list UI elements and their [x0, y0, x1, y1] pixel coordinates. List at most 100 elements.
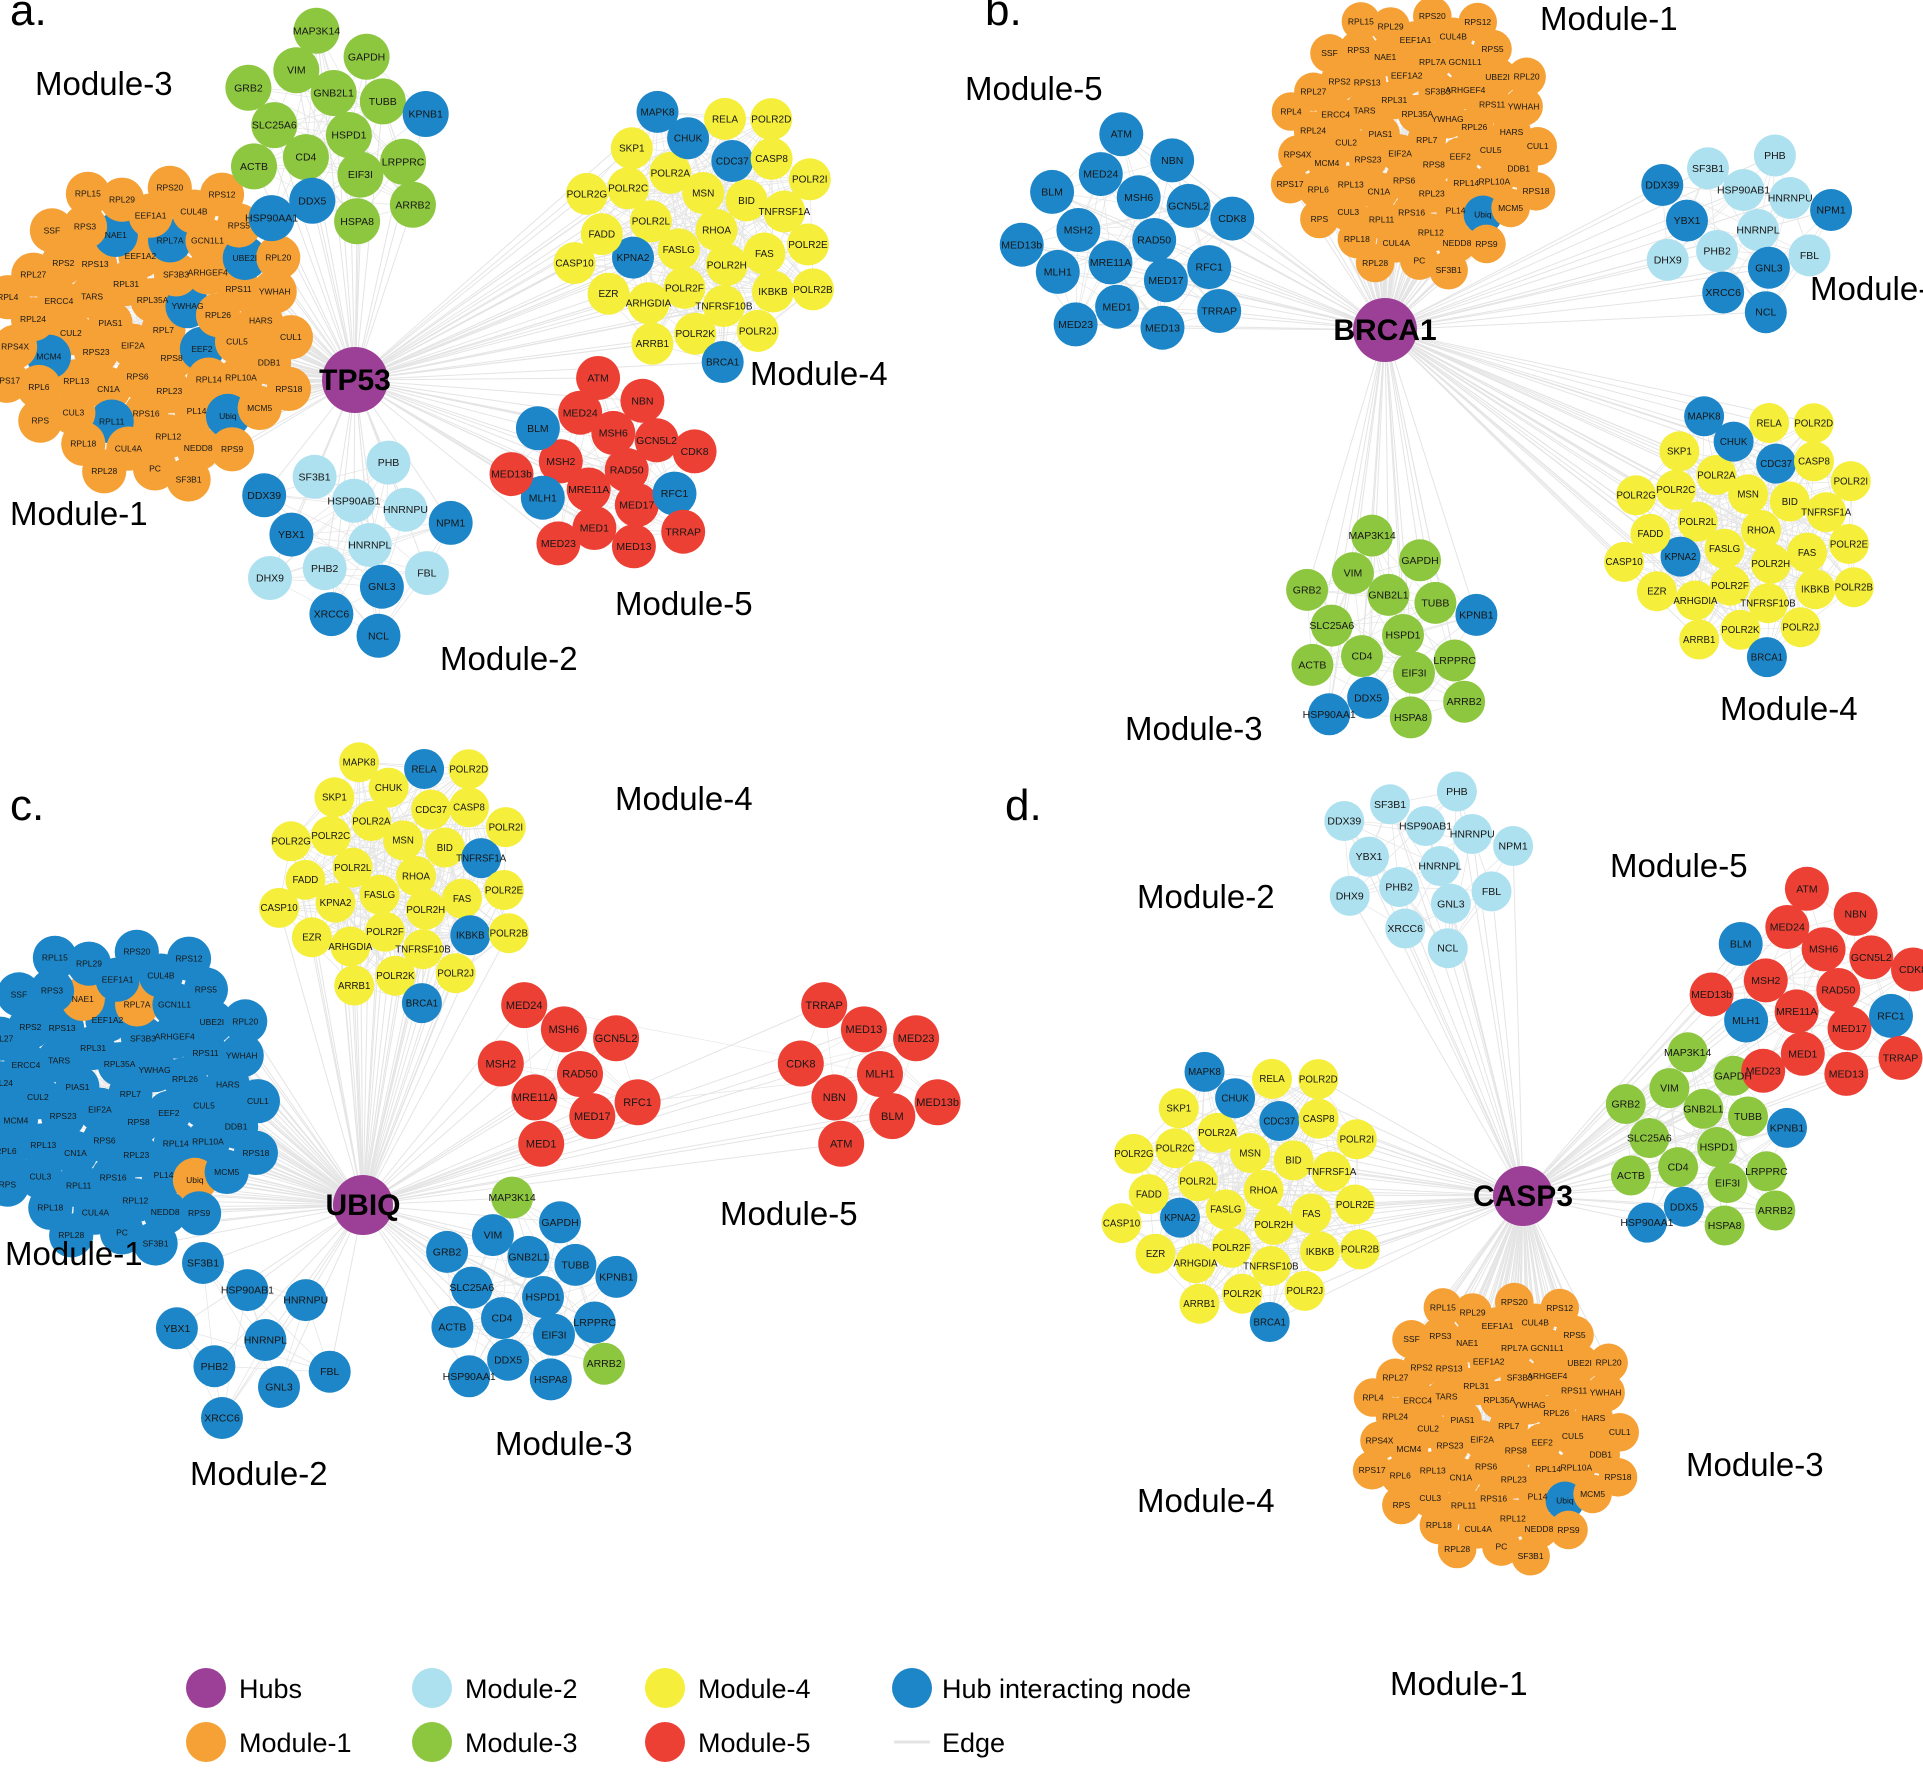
svg-text:RPL7: RPL7	[153, 325, 175, 335]
svg-text:SF3B1: SF3B1	[299, 471, 331, 483]
svg-text:MED17: MED17	[1148, 275, 1183, 287]
svg-text:TRRAP: TRRAP	[1201, 306, 1237, 318]
svg-text:CUL3: CUL3	[30, 1172, 52, 1182]
svg-text:CASP8: CASP8	[755, 154, 788, 165]
svg-text:POLR2L: POLR2L	[1179, 1177, 1217, 1188]
svg-text:HSPA8: HSPA8	[534, 1374, 568, 1386]
svg-text:RPS23: RPS23	[50, 1111, 77, 1121]
svg-text:RPL12: RPL12	[1418, 228, 1444, 238]
svg-text:RPL29: RPL29	[1460, 1307, 1486, 1317]
svg-text:POLR2K: POLR2K	[675, 329, 715, 340]
svg-text:RPL24: RPL24	[1382, 1411, 1408, 1421]
svg-text:FBL: FBL	[1800, 250, 1819, 262]
svg-text:RPL27: RPL27	[1300, 87, 1326, 97]
svg-text:EIF2A: EIF2A	[88, 1105, 112, 1115]
svg-text:UBE2I: UBE2I	[1567, 1358, 1592, 1368]
svg-text:MED1: MED1	[1788, 1048, 1817, 1060]
svg-text:FADD: FADD	[1637, 529, 1663, 540]
svg-text:SKP1: SKP1	[619, 144, 645, 155]
svg-text:TARS: TARS	[48, 1055, 70, 1065]
svg-text:RPL18: RPL18	[37, 1203, 63, 1213]
svg-text:POLR2E: POLR2E	[485, 885, 524, 896]
svg-text:FASLG: FASLG	[663, 245, 695, 256]
svg-text:RPS5: RPS5	[195, 984, 217, 994]
svg-text:EIF3I: EIF3I	[1715, 1178, 1740, 1190]
svg-text:MSH6: MSH6	[599, 427, 628, 439]
svg-text:Ubiq: Ubiq	[1556, 1496, 1574, 1506]
svg-text:POLR2D: POLR2D	[751, 115, 791, 126]
svg-text:Module-5: Module-5	[965, 70, 1103, 107]
svg-text:TRRAP: TRRAP	[1883, 1052, 1919, 1064]
svg-text:RPL6: RPL6	[28, 382, 50, 392]
svg-text:RAD50: RAD50	[610, 465, 644, 477]
svg-text:IKBKB: IKBKB	[1306, 1247, 1335, 1258]
svg-text:Module-2: Module-2	[465, 1674, 578, 1704]
svg-text:FBL: FBL	[1482, 886, 1501, 898]
svg-text:POLR2E: POLR2E	[1336, 1200, 1375, 1211]
svg-text:EIF2A: EIF2A	[1388, 149, 1412, 159]
svg-text:MED13: MED13	[616, 541, 651, 553]
svg-text:ARHGDIA: ARHGDIA	[1173, 1259, 1218, 1270]
svg-text:HNRNPL: HNRNPL	[244, 1335, 287, 1347]
svg-text:RPL24: RPL24	[0, 1078, 13, 1088]
svg-text:NCL: NCL	[1755, 307, 1776, 319]
svg-text:XRCC6: XRCC6	[1705, 287, 1741, 299]
svg-text:RPL7A: RPL7A	[1501, 1343, 1528, 1353]
svg-text:BLM: BLM	[1730, 939, 1752, 951]
svg-text:GNB2L1: GNB2L1	[1368, 590, 1408, 602]
svg-text:CN1A: CN1A	[1450, 1472, 1473, 1482]
svg-text:LRPPRC: LRPPRC	[1745, 1166, 1788, 1178]
svg-text:RPL26: RPL26	[1543, 1408, 1569, 1418]
svg-text:Module-1: Module-1	[1390, 1665, 1528, 1702]
svg-text:FAS: FAS	[755, 249, 774, 260]
svg-text:HSP90AA1: HSP90AA1	[1620, 1217, 1673, 1229]
svg-text:ATM: ATM	[1796, 883, 1817, 895]
svg-text:MSN: MSN	[692, 188, 714, 199]
svg-text:MED13b: MED13b	[1001, 239, 1042, 251]
svg-text:RPL15: RPL15	[42, 953, 68, 963]
svg-text:DHX9: DHX9	[1654, 254, 1682, 266]
svg-text:MRE11A: MRE11A	[513, 1092, 557, 1104]
svg-text:POLR2F: POLR2F	[1213, 1243, 1251, 1254]
svg-text:RPS20: RPS20	[1501, 1297, 1528, 1307]
svg-text:BID: BID	[437, 843, 453, 854]
svg-text:Module-4: Module-4	[698, 1674, 811, 1704]
svg-text:PL14: PL14	[187, 406, 207, 416]
svg-text:HNRNPU: HNRNPU	[1450, 829, 1495, 841]
svg-text:CN1A: CN1A	[1368, 186, 1391, 196]
svg-text:RPL14: RPL14	[1453, 178, 1479, 188]
svg-text:DHX9: DHX9	[256, 573, 284, 585]
svg-text:FASLG: FASLG	[1709, 544, 1740, 555]
svg-text:RPL14: RPL14	[196, 375, 222, 385]
svg-text:POLR2B: POLR2B	[1835, 583, 1873, 594]
svg-text:RPS: RPS	[1311, 214, 1329, 224]
svg-text:RPL28: RPL28	[1444, 1544, 1470, 1554]
svg-text:ARHGEF4: ARHGEF4	[1527, 1371, 1567, 1381]
svg-text:MRE11A: MRE11A	[568, 484, 609, 496]
svg-text:VIM: VIM	[1660, 1083, 1679, 1095]
svg-text:NAE1: NAE1	[105, 230, 127, 240]
svg-text:CDK8: CDK8	[681, 446, 709, 458]
svg-text:HARS: HARS	[216, 1080, 240, 1090]
svg-text:CASP10: CASP10	[555, 259, 594, 270]
svg-text:RPL14: RPL14	[1535, 1464, 1561, 1474]
svg-text:NBN: NBN	[1161, 155, 1183, 167]
svg-text:RPS12: RPS12	[1546, 1303, 1573, 1313]
svg-text:RPS9: RPS9	[188, 1208, 210, 1218]
svg-text:GRB2: GRB2	[1612, 1099, 1641, 1111]
svg-text:RPS12: RPS12	[176, 954, 203, 964]
svg-text:KPNB1: KPNB1	[1459, 610, 1494, 622]
svg-text:CUL1: CUL1	[280, 332, 302, 342]
svg-text:RPS13: RPS13	[1354, 78, 1381, 88]
svg-text:CUL3: CUL3	[1337, 207, 1359, 217]
svg-text:RPL12: RPL12	[155, 431, 181, 441]
svg-text:GNL3: GNL3	[265, 1382, 293, 1394]
svg-text:YWHAG: YWHAG	[1432, 114, 1464, 124]
svg-text:HSPD1: HSPD1	[525, 1292, 560, 1304]
svg-text:RPS20: RPS20	[1419, 11, 1446, 21]
svg-text:ACTB: ACTB	[1617, 1170, 1645, 1182]
svg-text:RPL20: RPL20	[1596, 1358, 1622, 1368]
svg-text:NCL: NCL	[1437, 943, 1458, 955]
svg-text:RPL26: RPL26	[172, 1074, 198, 1084]
svg-text:FAS: FAS	[1798, 548, 1817, 559]
